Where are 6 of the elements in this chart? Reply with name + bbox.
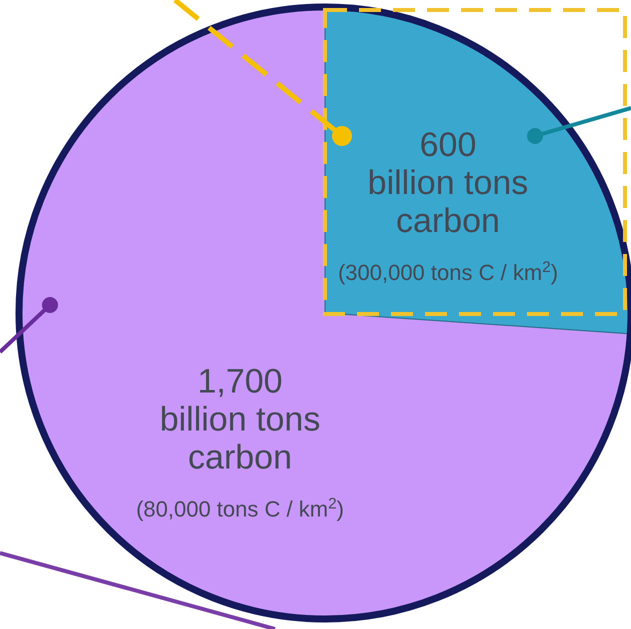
data-label: 1,700 [197, 362, 283, 400]
text: (80,000 tons C / km$^{2}$) [136, 494, 344, 522]
slice-label: billion tons carbon [160, 400, 320, 476]
data-label: 600 [420, 126, 476, 164]
slice-label: billion tons carbon [368, 164, 528, 240]
text: (300,000 tons C / km$^{2}$) [338, 258, 558, 286]
